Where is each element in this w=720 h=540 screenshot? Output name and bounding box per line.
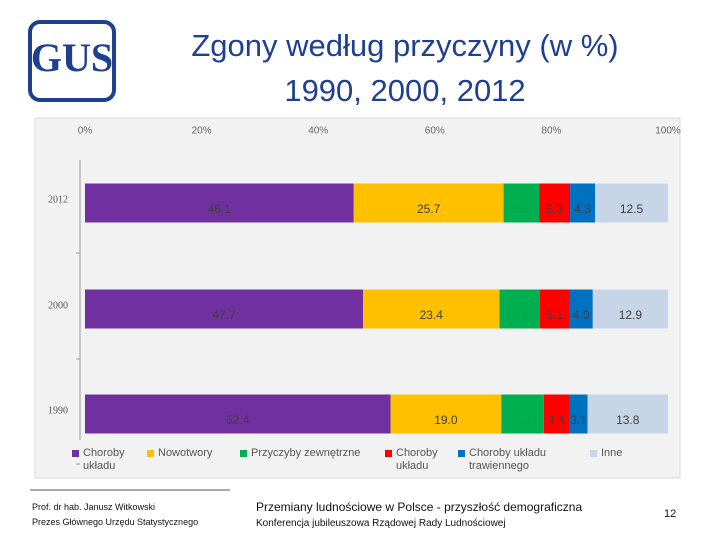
legend-item: Przyczyby zewnętrzne — [240, 447, 370, 460]
footer-role: Prezes Głównego Urzędu Statystycznego — [32, 517, 199, 527]
legend-label: Choroby układu — [396, 447, 438, 472]
legend-label: Choroby układu — [83, 447, 125, 472]
data-label: 25.7 — [417, 202, 441, 216]
bar-segment — [85, 183, 354, 223]
data-label: 12.5 — [620, 202, 644, 216]
data-label: 52.4 — [226, 413, 250, 427]
legend-swatch — [147, 450, 154, 457]
bar-segment — [390, 394, 502, 434]
legend-item: Choroby układu trawiennego — [458, 447, 578, 473]
y-tick-label: 2000 — [48, 300, 68, 311]
legend-label: Inne — [601, 447, 623, 459]
data-label: 4.4 — [548, 413, 565, 427]
x-tick-label: 40% — [308, 126, 328, 137]
bar-segment — [595, 183, 668, 223]
data-label: 47.7 — [212, 308, 236, 322]
legend-swatch — [385, 450, 392, 457]
legend-item: Inne — [590, 447, 640, 460]
data-label: 23.4 — [420, 308, 444, 322]
legend-item: Nowotwory — [147, 447, 227, 460]
legend-swatch — [590, 450, 597, 457]
legend-item: Choroby układu — [72, 447, 134, 473]
data-label: 3.1 — [570, 413, 587, 427]
bar-segment — [363, 289, 500, 329]
x-tick-label: 100% — [655, 126, 681, 137]
bar-segment — [501, 394, 544, 434]
bar-segment — [587, 394, 668, 434]
y-tick-label: 1990 — [48, 405, 68, 416]
footer-event: Konferencja jubileuszowa Rządowej Rady L… — [256, 518, 506, 529]
x-tick-label: 20% — [192, 126, 212, 137]
bar-segment — [570, 183, 596, 223]
bar-segment — [592, 289, 668, 329]
data-label: 6.9 — [511, 308, 528, 322]
legend-label: Choroby układu trawiennego — [469, 447, 547, 472]
data-label: 46.1 — [208, 202, 232, 216]
x-tick-label: 80% — [541, 126, 561, 137]
bar-segment — [539, 183, 571, 223]
legend-swatch — [72, 450, 79, 457]
bar-segment — [503, 183, 540, 223]
data-label: 13.8 — [616, 413, 640, 427]
legend-item: Choroby układu — [385, 447, 445, 473]
data-label: 5.1 — [546, 308, 563, 322]
chart-title: 1990, 2000, 2012 — [284, 73, 525, 108]
bar-segment — [543, 394, 570, 434]
x-tick-label: 60% — [425, 126, 445, 137]
data-label: 5.3 — [546, 202, 563, 216]
footer-author: Prof. dr hab. Janusz Witkowski — [32, 502, 156, 512]
y-tick-label: 2012 — [48, 194, 68, 205]
legend-swatch — [240, 450, 247, 457]
page-number: 12 — [664, 508, 677, 520]
footer-talk: Przemiany ludnościowe w Polsce - przyszł… — [256, 500, 583, 514]
legend-label: Nowotwory — [158, 447, 213, 459]
logo-frame — [28, 20, 116, 102]
data-label: 6.1 — [513, 202, 530, 216]
data-label: 7.3 — [514, 413, 531, 427]
data-label: 19.0 — [434, 413, 458, 427]
data-label: 12.9 — [619, 308, 643, 322]
bar-segment — [85, 394, 391, 434]
data-label: 4.0 — [573, 308, 590, 322]
legend-swatch — [458, 450, 465, 457]
bar-segment — [85, 289, 364, 329]
bar-segment — [569, 394, 588, 434]
bar-segment — [539, 289, 570, 329]
x-tick-label: 0% — [78, 126, 93, 137]
bar-segment — [353, 183, 504, 223]
bar-segment — [499, 289, 540, 329]
chart-title: Zgony według przyczyny (w %) — [191, 28, 618, 63]
legend-label: Przyczyby zewnętrzne — [251, 447, 361, 459]
bar-segment — [569, 289, 593, 329]
data-label: 4.3 — [574, 202, 591, 216]
logo: GUS — [31, 35, 113, 80]
